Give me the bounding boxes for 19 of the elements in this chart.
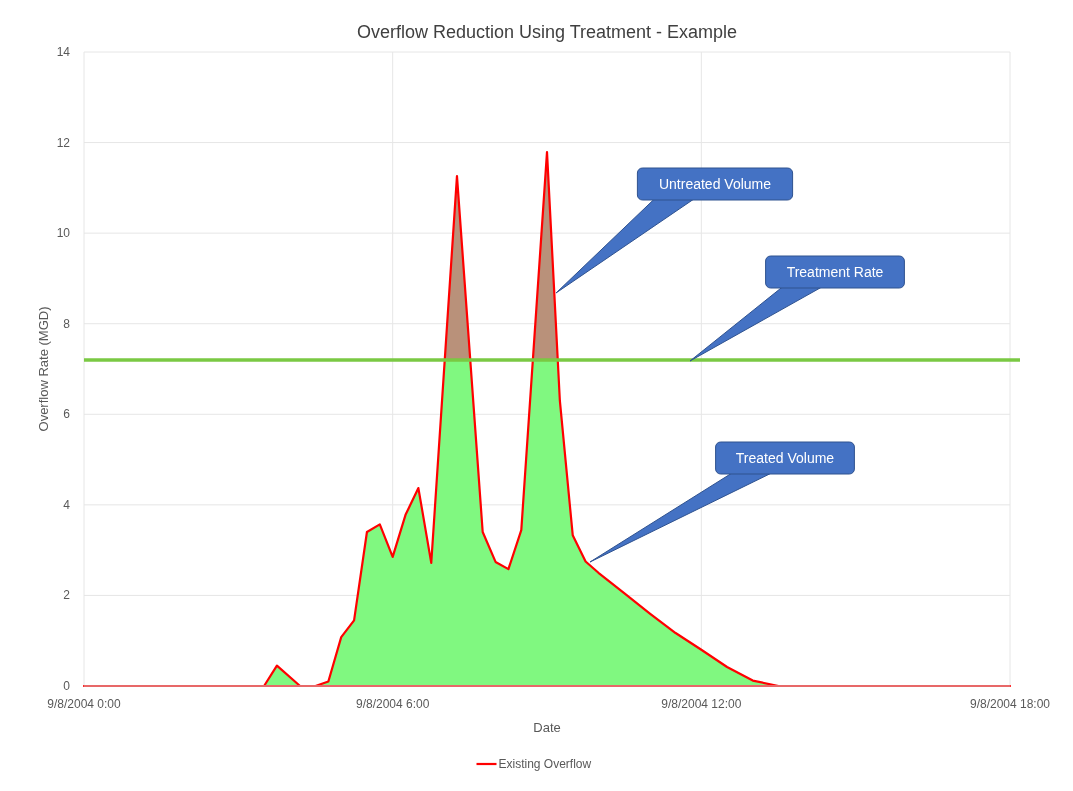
- y-tick-label: 0: [63, 679, 71, 693]
- y-tick-label: 2: [63, 588, 71, 603]
- y-axis-title: Overflow Rate (MGD): [36, 306, 51, 432]
- y-tick-label: 12: [56, 135, 71, 150]
- y-tick-label: 14: [56, 45, 71, 59]
- x-tick-label: 9/8/2004 18:00: [969, 697, 1051, 711]
- legend-label: Existing Overflow: [498, 757, 592, 771]
- annotation: Treatment Rate: [786, 264, 884, 280]
- x-tick-label: 9/8/2004 6:00: [355, 697, 430, 711]
- y-tick-label: 10: [56, 226, 71, 241]
- y-tick-label: 8: [63, 316, 71, 331]
- annotation: Untreated Volume: [658, 176, 772, 192]
- chart-title: Overflow Reduction Using Treatment - Example: [356, 22, 738, 42]
- x-tick-label: 9/8/2004 12:00: [661, 697, 742, 711]
- y-tick-label: 6: [63, 407, 71, 422]
- annotation: Treated Volume: [735, 450, 835, 466]
- x-tick-label: 9/8/2004 0:00: [47, 697, 122, 711]
- x-axis-title: Date: [533, 720, 561, 735]
- y-tick-label: 4: [63, 497, 71, 512]
